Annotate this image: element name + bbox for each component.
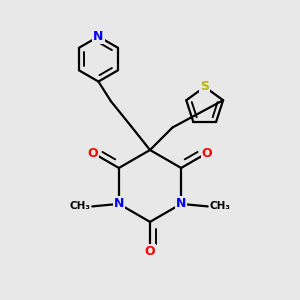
Text: CH₃: CH₃ [70, 201, 91, 212]
Text: N: N [176, 197, 186, 210]
Text: CH₃: CH₃ [209, 201, 230, 212]
Text: O: O [202, 147, 212, 160]
Text: O: O [145, 245, 155, 258]
Text: N: N [93, 30, 103, 43]
Text: O: O [88, 147, 98, 160]
Text: N: N [114, 197, 124, 210]
Text: S: S [200, 80, 209, 93]
